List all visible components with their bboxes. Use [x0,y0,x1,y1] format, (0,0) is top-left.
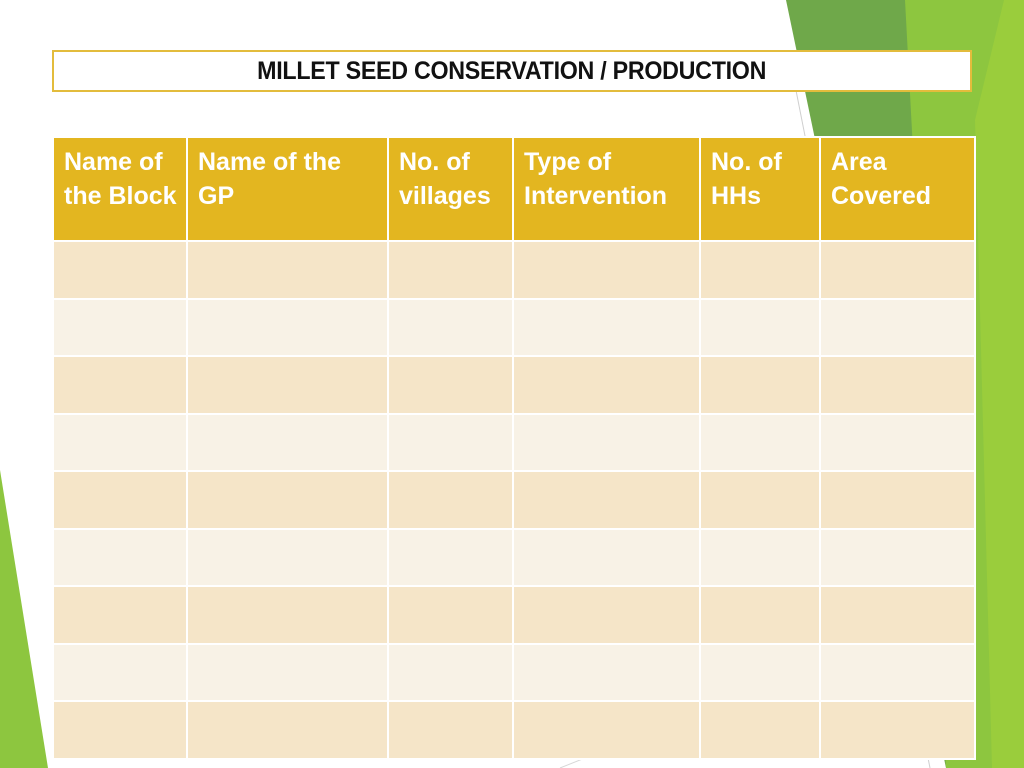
table-row [52,470,976,530]
table-row [52,355,976,415]
table-cell [387,527,514,587]
table-cell [186,297,389,357]
table-cell [387,240,514,300]
table-row [52,297,976,357]
title-box: MILLET SEED CONSERVATION / PRODUCTION [52,50,972,92]
table-cell [512,527,701,587]
table-cell [52,297,188,357]
table-cell [512,412,701,472]
table-cell [52,470,188,530]
table-cell [819,297,976,357]
table-cell [387,297,514,357]
table-cell [387,412,514,472]
table-cell [186,700,389,760]
header-block: Name of the Block [52,136,188,242]
header-area: Area Covered [819,136,976,242]
table-cell [512,240,701,300]
table-cell [512,700,701,760]
table-cell [699,470,821,530]
table-row [52,412,976,472]
table-cell [512,642,701,702]
table-cell [186,355,389,415]
table-row [52,527,976,587]
table-cell [819,642,976,702]
table-cell [387,642,514,702]
table-cell [52,585,188,645]
table-cell [52,240,188,300]
table-cell [699,527,821,587]
table-cell [186,470,389,530]
table-cell [52,642,188,702]
header-intervention: Type of Intervention [512,136,701,242]
table-cell [699,297,821,357]
table-cell [819,412,976,472]
header-gp: Name of the GP [186,136,389,242]
table-cell [512,470,701,530]
table-cell [52,700,188,760]
table-cell [387,355,514,415]
table-cell [699,355,821,415]
data-table: Name of the Block Name of the GP No. of … [52,136,976,760]
table-cell [512,585,701,645]
table-cell [699,240,821,300]
table-cell [819,470,976,530]
left-green-stripe [0,470,48,768]
table-row [52,700,976,760]
table-cell [186,527,389,587]
table-cell [186,642,389,702]
slide-title: MILLET SEED CONSERVATION / PRODUCTION [257,56,767,85]
header-villages: No. of villages [387,136,514,242]
header-row: Name of the Block Name of the GP No. of … [52,136,976,242]
table-cell [819,585,976,645]
table-cell [186,585,389,645]
table-cell [186,240,389,300]
table-cell [699,700,821,760]
table-cell [52,527,188,587]
table-row [52,585,976,645]
table-cell [512,355,701,415]
table-cell [186,412,389,472]
table-cell [699,412,821,472]
table-cell [52,412,188,472]
table-cell [387,700,514,760]
header-hhs: No. of HHs [699,136,821,242]
table-cell [819,355,976,415]
table-cell [387,470,514,530]
table-cell [819,240,976,300]
table-cell [387,585,514,645]
table-cell [52,355,188,415]
right-green-spike [975,0,1024,768]
table-cell [512,297,701,357]
table-row [52,642,976,702]
table-cell [699,642,821,702]
table-cell [819,700,976,760]
table-row [52,240,976,300]
table-cell [699,585,821,645]
table-cell [819,527,976,587]
